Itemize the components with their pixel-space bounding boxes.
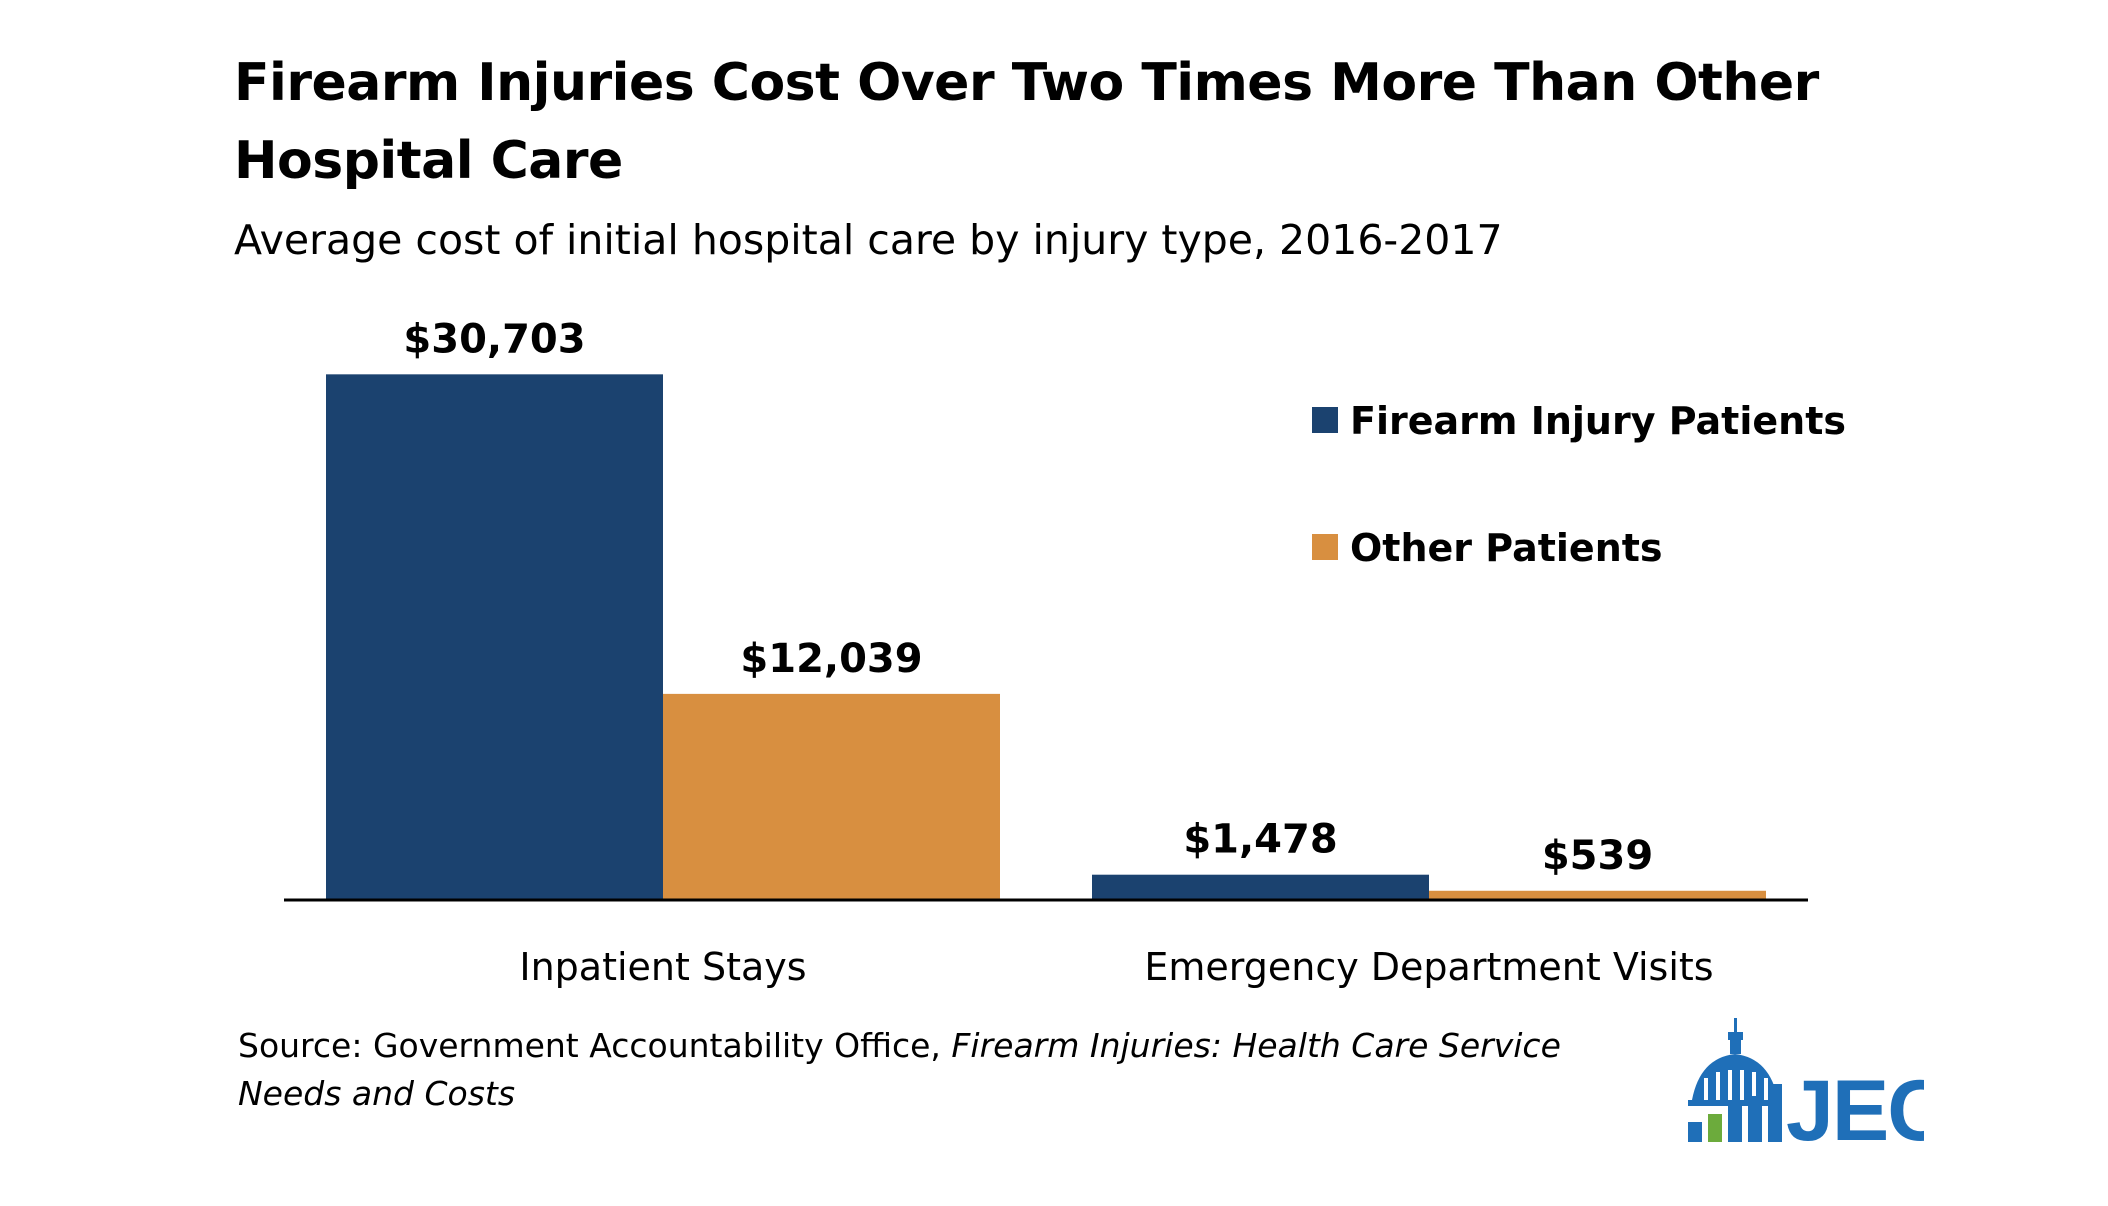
chart-subtitle: Average cost of initial hospital care by…: [234, 216, 1503, 264]
source-note: Source: Government Accountability Office…: [238, 1022, 1638, 1118]
source-title: Firearm Injuries: Health Care Service Ne…: [238, 1026, 1561, 1113]
bar-0-0: [326, 374, 663, 901]
data-label-1-1: $539: [1542, 833, 1653, 879]
logo-dome-columns: [1704, 1070, 1768, 1100]
capitol-dome-bar-chart-icon: JEC: [1688, 1018, 1949, 1159]
data-label-0-0: $30,703: [403, 316, 585, 362]
bar-0-1: [663, 693, 1000, 900]
data-label-1-0: $1,478: [1183, 817, 1337, 863]
legend-swatch-1: [1312, 534, 1338, 560]
bar-1-1: [1429, 890, 1766, 900]
category-label-1: Emergency Department Visits: [1144, 945, 1713, 989]
jec-logo: JEC: [1684, 1018, 1949, 1159]
source-prefix: Source: Government Accountability Office…: [238, 1026, 952, 1065]
legend-label-1: Other Patients: [1350, 526, 1663, 570]
logo-bars: [1688, 1084, 1782, 1142]
logo-dome: [1688, 1018, 1782, 1106]
data-label-0-1: $12,039: [740, 636, 922, 682]
legend-label-0: Firearm Injury Patients: [1350, 399, 1846, 443]
logo-text: JEC: [1786, 1063, 1924, 1146]
bar-1-0: [1092, 874, 1429, 900]
chart-title: Firearm Injuries Cost Over Two Times Mor…: [234, 53, 1819, 191]
legend-swatch-0: [1312, 407, 1338, 433]
category-label-0: Inpatient Stays: [519, 945, 806, 989]
